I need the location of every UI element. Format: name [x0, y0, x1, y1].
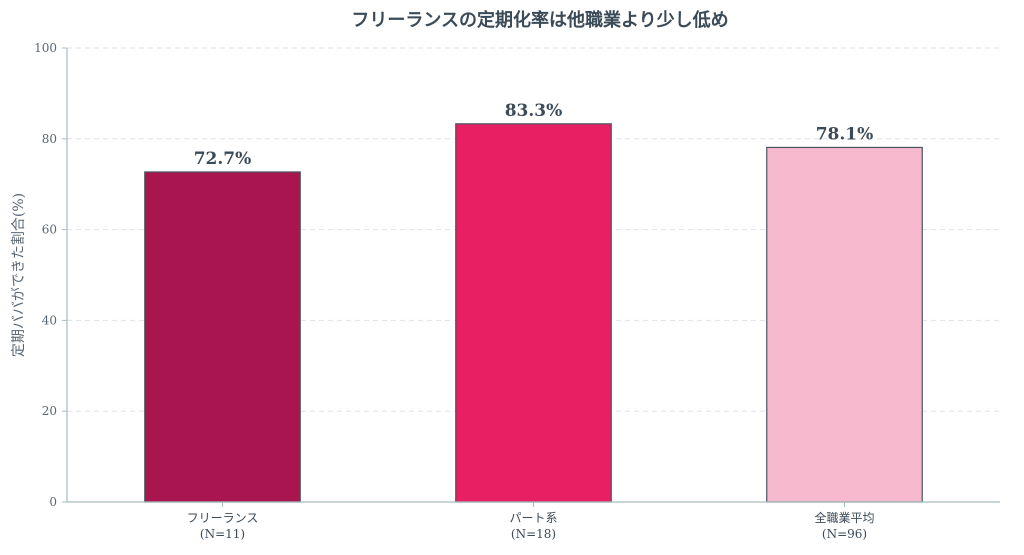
x-category-sublabel: (N=11) — [200, 527, 245, 541]
x-axis-categories: フリーランス (N=11) パート系 (N=18) 全職業平均 (N=96) — [187, 502, 875, 541]
data-label: 78.1% — [816, 124, 874, 144]
y-tick-label: 0 — [49, 495, 57, 509]
y-axis-ticks: 0 20 40 60 80 100 — [34, 41, 67, 509]
x-category-label: パート系 — [509, 511, 557, 525]
y-tick-label: 40 — [42, 313, 57, 327]
data-label: 83.3% — [505, 101, 563, 121]
data-labels: 72.7% 83.3% 78.1% — [194, 101, 874, 169]
chart-title: フリーランスの定期化率は他職業より少し低め — [351, 9, 728, 31]
data-label: 72.7% — [194, 149, 252, 169]
y-tick-label: 100 — [34, 41, 57, 55]
y-tick-label: 80 — [42, 132, 57, 146]
x-category-sublabel: (N=18) — [511, 527, 556, 541]
bar — [766, 146, 923, 503]
bar — [144, 171, 301, 503]
y-axis-label: 定期ババができた割合(%) — [10, 193, 27, 357]
y-tick-label: 60 — [42, 223, 57, 237]
bars — [144, 123, 923, 503]
y-tick-label: 20 — [42, 404, 57, 418]
x-category-label: フリーランス — [187, 511, 259, 525]
bar — [455, 123, 612, 503]
x-category-sublabel: (N=96) — [822, 527, 867, 541]
x-category-label: 全職業平均 — [814, 510, 874, 525]
